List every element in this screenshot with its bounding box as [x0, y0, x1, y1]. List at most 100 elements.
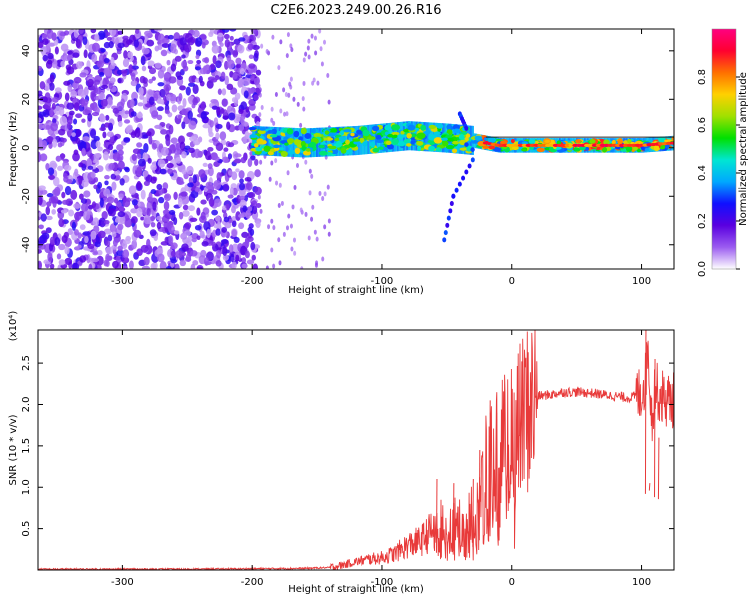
- snr-plot: -300 -200 -100 0 100 0.51.01.52.02.5 (x10⁴) …: [8, 311, 675, 595]
- signal-band-point: [399, 134, 407, 138]
- noise-speckle: [117, 211, 126, 218]
- signal-band-cell: [439, 123, 442, 153]
- noise-speckle: [222, 183, 230, 192]
- noise-speckle: [130, 98, 135, 108]
- noise-speckle: [231, 229, 238, 237]
- noise-speckle: [184, 256, 192, 262]
- noise-speckle: [143, 142, 149, 153]
- noise-speckle: [302, 106, 306, 112]
- noise-speckle: [319, 46, 323, 52]
- noise-speckle: [156, 215, 162, 221]
- noise-speckle: [234, 92, 241, 100]
- noise-speckle: [81, 118, 86, 123]
- spectrogram-xtick-label: 0: [509, 276, 515, 287]
- noise-speckle: [311, 204, 315, 210]
- snr-xtick-label: 0: [509, 577, 515, 588]
- noise-speckle: [154, 29, 163, 32]
- noise-speckle: [116, 50, 122, 55]
- noise-speckle: [127, 51, 134, 59]
- noise-speckle: [221, 98, 228, 107]
- noise-speckle: [64, 246, 70, 255]
- noise-speckle: [144, 30, 152, 37]
- noise-speckle: [293, 184, 297, 190]
- signal-band-point: [318, 144, 326, 149]
- snr-frame: [37, 329, 675, 571]
- noise-speckle: [154, 124, 162, 129]
- noise-speckle: [122, 58, 130, 68]
- noise-speckle: [289, 76, 293, 82]
- noise-speckle: [279, 39, 283, 45]
- noise-speckle: [164, 109, 170, 115]
- noise-speckle: [44, 82, 50, 92]
- signal-band-point: [329, 128, 338, 133]
- noise-speckle: [133, 229, 142, 238]
- noise-speckle: [78, 29, 84, 34]
- noise-speckle: [291, 204, 295, 210]
- noise-speckle: [152, 201, 157, 211]
- noise-speckle: [45, 42, 50, 53]
- snr-ytick-label: 2.0: [21, 397, 32, 413]
- noise-speckle: [72, 152, 80, 162]
- noise-speckle: [321, 196, 325, 202]
- signal-band-point: [372, 125, 380, 132]
- noise-speckle: [87, 78, 94, 87]
- signal-band-point: [458, 134, 465, 141]
- noise-speckle: [106, 36, 112, 41]
- spectrogram-xtick-label: -100: [371, 276, 394, 287]
- signal-band-point: [327, 132, 337, 137]
- noise-speckle: [189, 217, 198, 222]
- noise-speckle: [241, 231, 249, 238]
- noise-speckle: [168, 235, 174, 245]
- noise-speckle: [47, 167, 55, 176]
- noise-speckle: [316, 80, 320, 86]
- noise-speckle: [96, 263, 102, 269]
- colorbar-tick-label: 0.2: [697, 213, 708, 229]
- noise-speckle: [93, 184, 98, 190]
- noise-speckle: [107, 234, 113, 242]
- noise-speckle: [63, 30, 70, 36]
- noise-speckle: [91, 42, 100, 52]
- noise-speckle: [107, 144, 114, 151]
- signal-band-point: [510, 138, 515, 144]
- noise-speckle: [77, 88, 85, 97]
- noise-speckle: [136, 142, 143, 148]
- noise-speckle: [128, 185, 137, 195]
- noise-speckle: [131, 65, 139, 70]
- noise-speckle: [187, 182, 194, 188]
- noise-speckle: [233, 236, 240, 243]
- noise-speckle: [278, 260, 282, 266]
- signal-band-point: [310, 129, 315, 133]
- noise-speckle: [274, 158, 278, 164]
- noise-speckle: [199, 230, 205, 239]
- noise-speckle: [133, 39, 139, 48]
- noise-speckle: [239, 68, 245, 75]
- signal-band-point: [287, 149, 296, 155]
- noise-speckle: [306, 45, 310, 51]
- noise-speckle: [295, 163, 299, 169]
- noise-speckle: [251, 254, 256, 261]
- noise-speckle: [221, 88, 227, 96]
- noise-speckle: [243, 90, 249, 99]
- noise-speckle: [211, 44, 220, 54]
- signal-band-point: [324, 130, 330, 135]
- signal-band-point: [575, 139, 581, 144]
- noise-speckle: [38, 117, 42, 123]
- noise-speckle: [48, 174, 55, 180]
- noise-speckle: [38, 196, 43, 206]
- noise-speckle: [327, 99, 331, 105]
- noise-speckle: [137, 158, 146, 167]
- noise-speckle: [143, 256, 150, 266]
- noise-speckle: [66, 54, 72, 61]
- signal-band-point: [492, 147, 502, 152]
- noise-speckle: [38, 123, 44, 130]
- noise-speckle: [83, 49, 88, 59]
- signal-band-point: [339, 130, 345, 136]
- noise-speckle: [107, 208, 114, 215]
- noise-speckle: [45, 227, 52, 234]
- noise-speckle: [228, 112, 236, 121]
- noise-speckle: [259, 159, 263, 165]
- signal-band-point: [284, 142, 289, 146]
- noise-speckle: [255, 220, 261, 229]
- snr-spike: [657, 437, 660, 500]
